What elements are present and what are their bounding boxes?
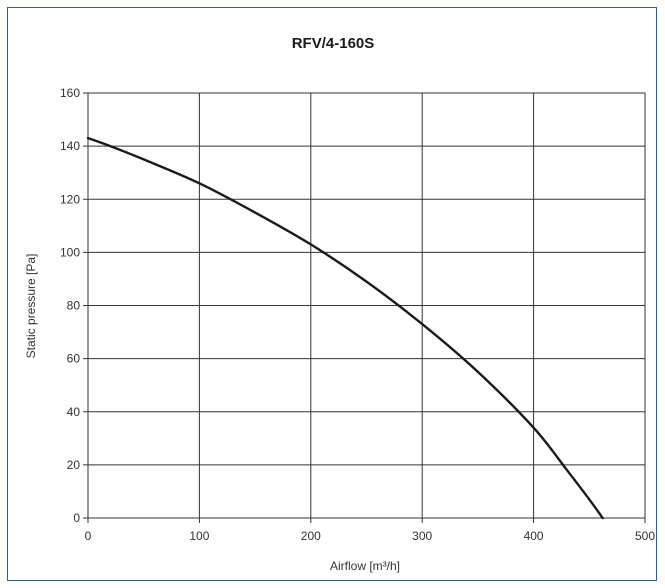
plot-area-border [87,92,646,519]
tick-labels: 0 100 200 300 400 500 0 20 40 60 80 100 120 140 160 [60,86,655,543]
series [86,136,604,520]
x-tick-label: 0 [85,529,92,543]
y-tick-label: 20 [67,458,81,472]
y-tick-label: 0 [73,511,80,525]
y-tick-label: 80 [67,299,81,313]
x-tick-label: 200 [301,529,321,543]
chart-frame [7,7,657,581]
plot-border [87,92,646,519]
x-tick-label: 500 [635,529,655,543]
x-tick-label: 300 [412,529,432,543]
chart-title: RFV/4-160S [292,35,375,52]
y-tick-label: 40 [67,405,81,419]
y-tick-label: 60 [67,352,81,366]
y-tick-label: 160 [60,86,80,100]
y-tick-label: 120 [60,192,80,206]
x-tick-label: 100 [189,529,209,543]
x-tick-label: 400 [524,529,544,543]
x-axis-label: Airflow [m³/h] [330,559,400,573]
y-axis-label: Static pressure [Pa] [24,254,38,359]
y-tick-label: 100 [60,245,80,259]
fan-curve-line [86,136,604,520]
y-tick-label: 140 [60,139,80,153]
grid [83,92,646,523]
